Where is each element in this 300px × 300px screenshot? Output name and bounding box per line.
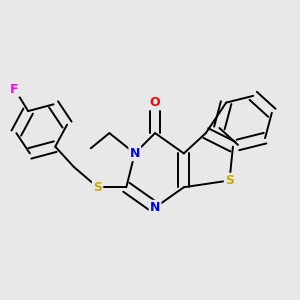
Text: S: S bbox=[93, 181, 102, 194]
Text: F: F bbox=[11, 82, 19, 96]
Text: N: N bbox=[130, 147, 140, 160]
Text: S: S bbox=[225, 174, 234, 187]
Text: O: O bbox=[150, 96, 160, 109]
Text: N: N bbox=[150, 201, 160, 214]
